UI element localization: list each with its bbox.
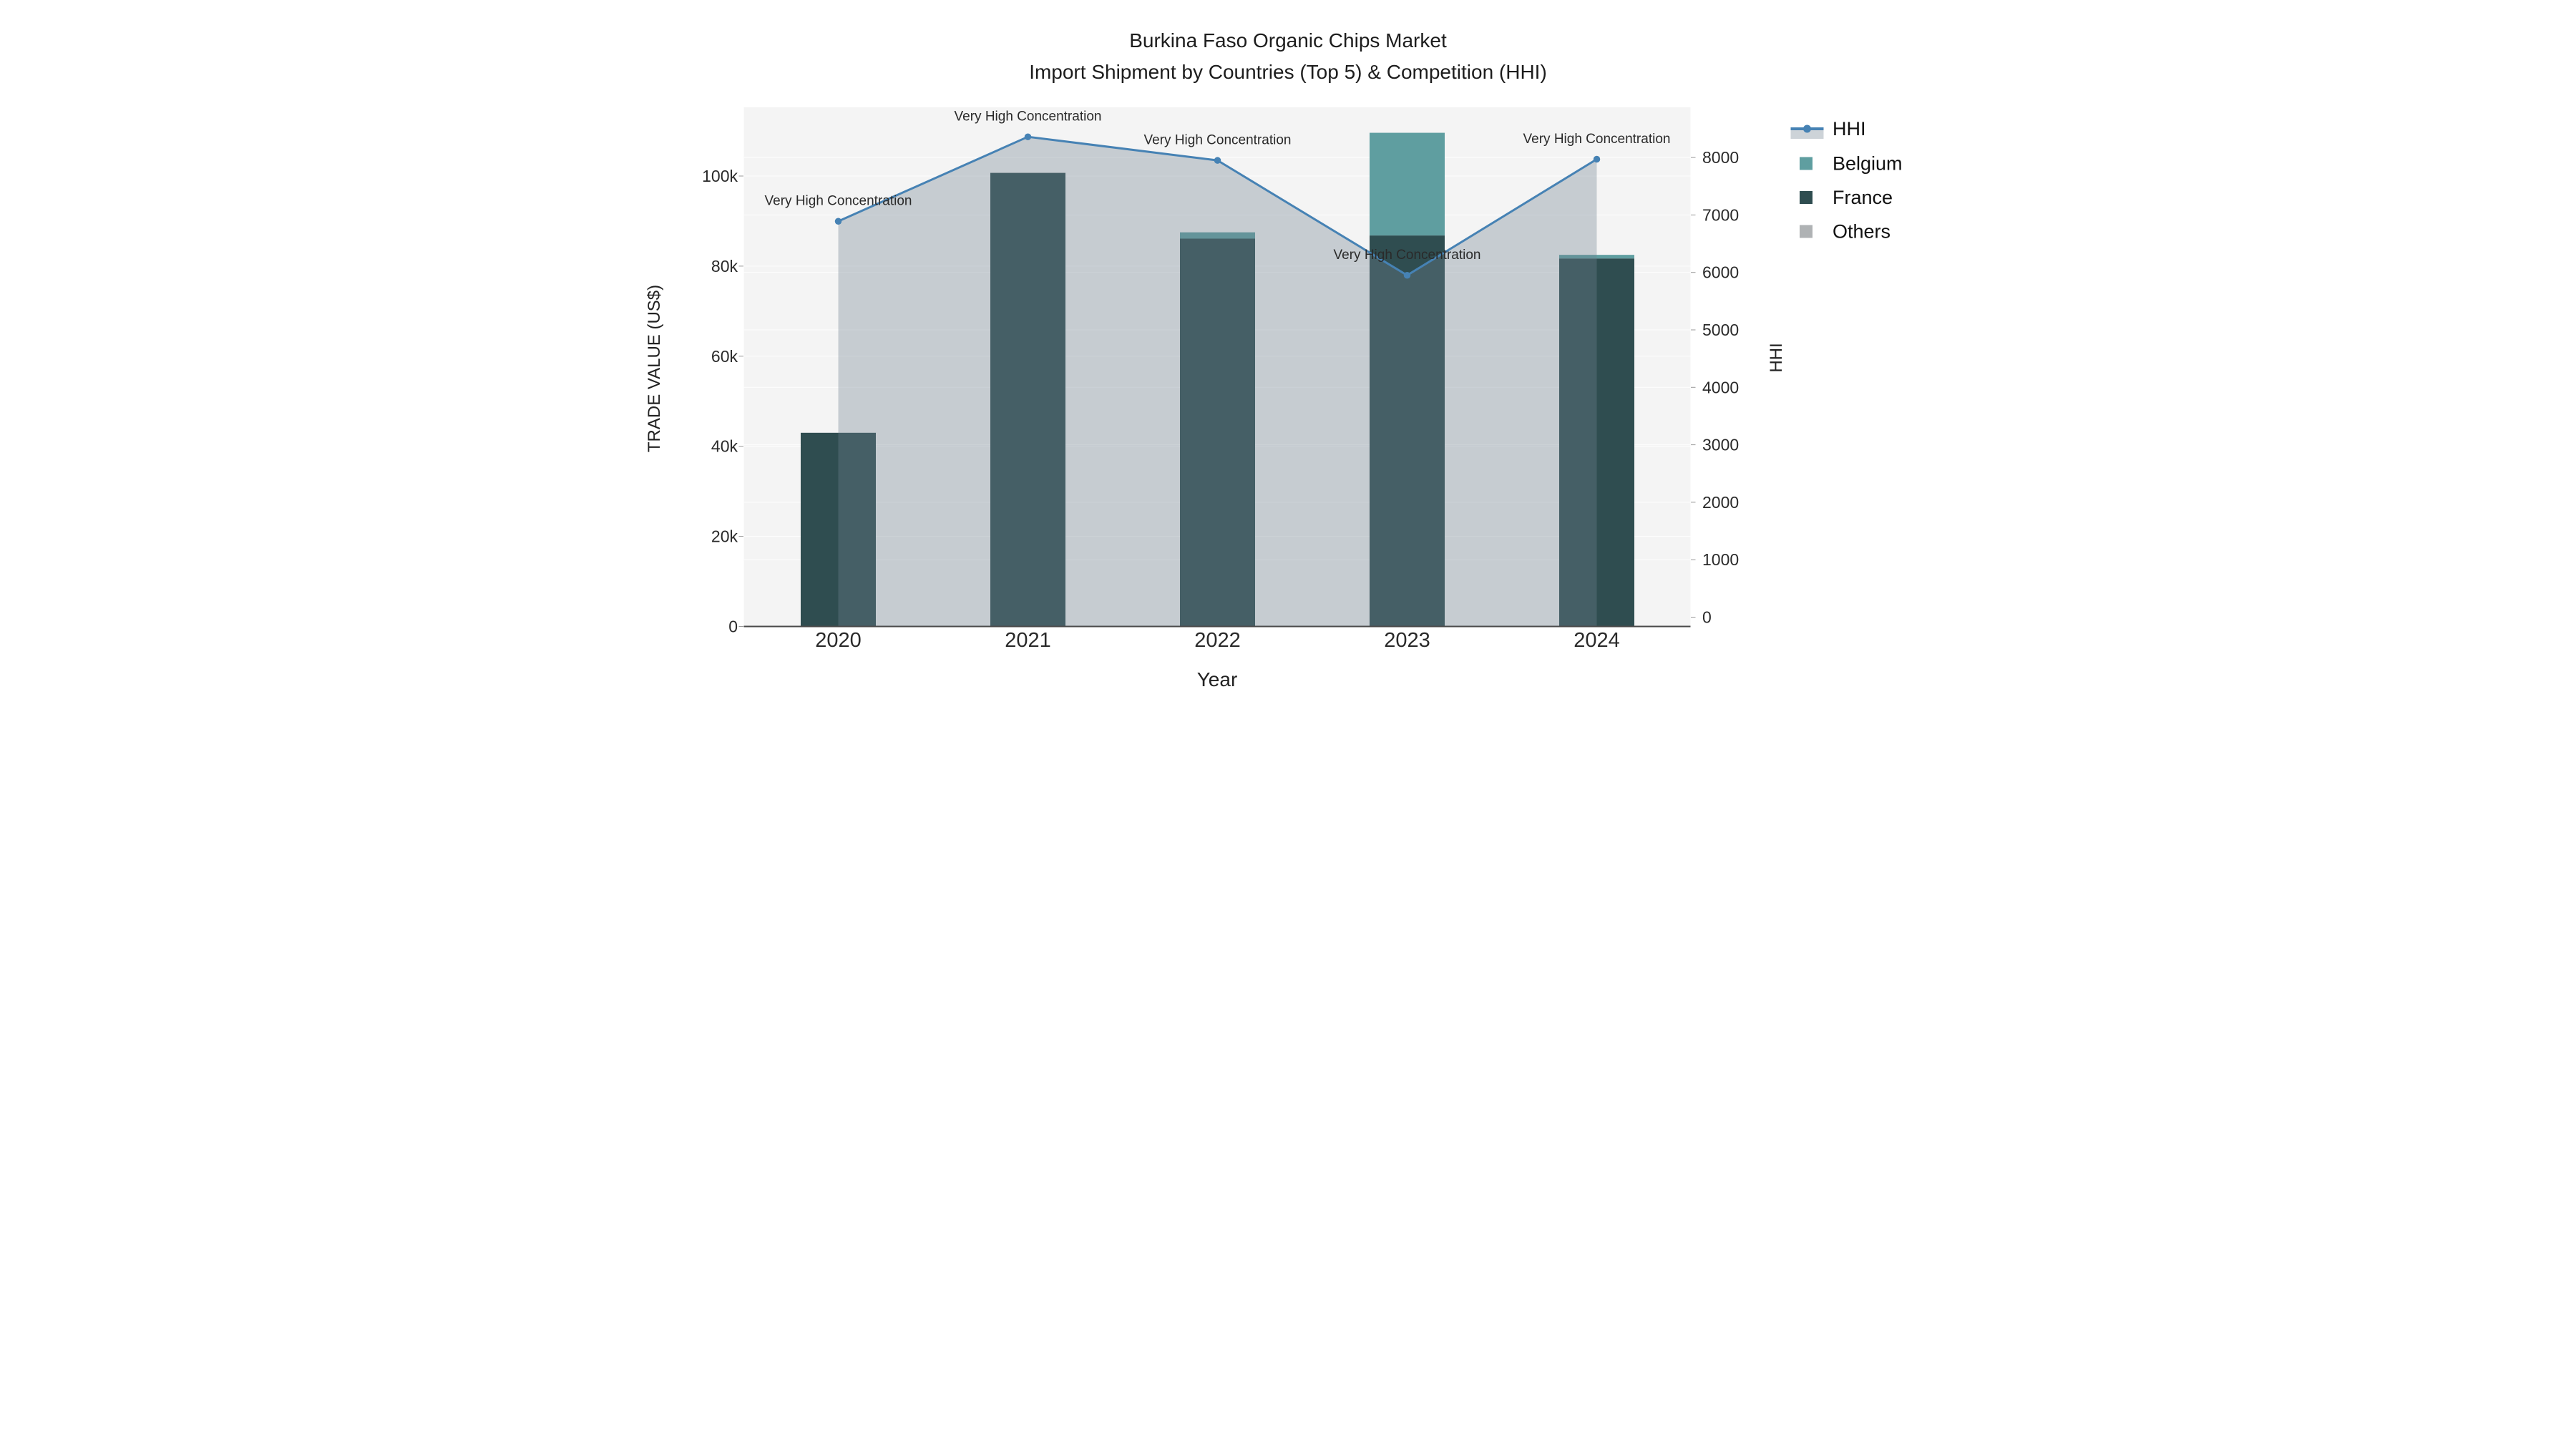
hhi-marker-2023[interactable] [1403,271,1411,279]
hhi-marker-2020[interactable] [834,218,842,225]
y-left-tick-label: 20k [711,527,738,546]
legend-label-hhi: HHI [1833,118,1866,140]
legend-hhi-marker-icon [1803,125,1811,133]
chart-title-line1: Burkina Faso Organic Chips Market [1129,29,1447,52]
y-left-tick-label: 0 [728,618,738,636]
bar-belgium-2022[interactable] [1180,232,1255,239]
x-tick-label-2020: 2020 [815,629,862,652]
annotation-2020: Very High Concentration [765,194,912,209]
legend-item-france[interactable]: France [1800,187,1893,208]
hhi-marker-2022[interactable] [1214,157,1221,164]
y-axis-left-ticks: 0 20k 40k 60k 80k 100k [702,167,743,636]
legend-swatch-others [1800,225,1813,238]
bar-france-2023[interactable] [1370,235,1445,627]
y-left-tick-label: 40k [711,437,738,456]
y-right-tick-label: 4000 [1702,378,1739,396]
legend-item-hhi[interactable]: HHI [1790,118,1866,140]
y-right-tick-label: 1000 [1702,550,1739,569]
y-left-tick-label: 80k [711,257,738,275]
y-axis-right-title: HHI [1767,343,1786,372]
y-right-tick-label: 7000 [1702,205,1739,224]
x-tick-label-2023: 2023 [1384,629,1430,652]
legend-label-others: Others [1833,221,1890,243]
annotation-2022: Very High Concentration [1144,133,1292,148]
annotation-2024: Very High Concentration [1523,132,1671,147]
figure-container: Very High Concentration Very High Concent… [644,0,1932,725]
x-axis-ticks: 2020 2021 2022 2023 2024 [815,629,1620,652]
hhi-area-fill [838,137,1597,627]
legend: HHI Belgium France Others [1790,118,1903,243]
hhi-marker-2021[interactable] [1024,133,1032,140]
legend-hhi-area-swatch [1790,129,1824,139]
legend-item-belgium[interactable]: Belgium [1800,153,1903,175]
legend-label-belgium: Belgium [1833,153,1903,175]
x-tick-label-2024: 2024 [1574,629,1620,652]
legend-swatch-france [1800,191,1813,204]
y-right-tick-label: 6000 [1702,263,1739,282]
y-axis-right-ticks: 0 1000 2000 3000 4000 5000 6000 7000 8000 [1691,148,1739,627]
chart-title-line2: Import Shipment by Countries (Top 5) & C… [1029,61,1547,83]
bar-belgium-2023[interactable] [1370,132,1445,236]
bar-france-2020[interactable] [801,432,876,627]
annotation-2021: Very High Concentration [955,109,1102,125]
bar-france-2024[interactable] [1559,258,1634,627]
x-tick-label-2021: 2021 [1005,629,1051,652]
y-left-tick-label: 100k [702,167,738,185]
legend-label-france: France [1833,187,1893,208]
y-right-tick-label: 5000 [1702,321,1739,339]
y-right-tick-label: 3000 [1702,436,1739,454]
hhi-markers [834,133,1601,279]
y-left-tick-label: 60k [711,347,738,366]
bar-series-group [801,132,1634,627]
y-right-tick-label: 2000 [1702,493,1739,512]
legend-swatch-belgium [1800,157,1813,170]
y-axis-left-title: TRADE VALUE (US$) [645,285,664,452]
chart-canvas: Very High Concentration Very High Concent… [645,29,1903,691]
annotations-group: Very High Concentration Very High Concent… [765,109,1671,263]
bar-france-2022[interactable] [1180,238,1255,627]
bar-france-2021[interactable] [990,172,1065,627]
x-axis-title: Year [1197,668,1238,691]
hhi-marker-2024[interactable] [1593,155,1601,163]
y-right-tick-label: 8000 [1702,148,1739,167]
hhi-area-path [838,137,1597,627]
x-tick-label-2022: 2022 [1194,629,1241,652]
bar-belgium-2024[interactable] [1559,255,1634,259]
annotation-2023: Very High Concentration [1334,248,1481,263]
legend-item-others[interactable]: Others [1800,221,1890,243]
y-right-tick-label: 0 [1702,608,1712,627]
